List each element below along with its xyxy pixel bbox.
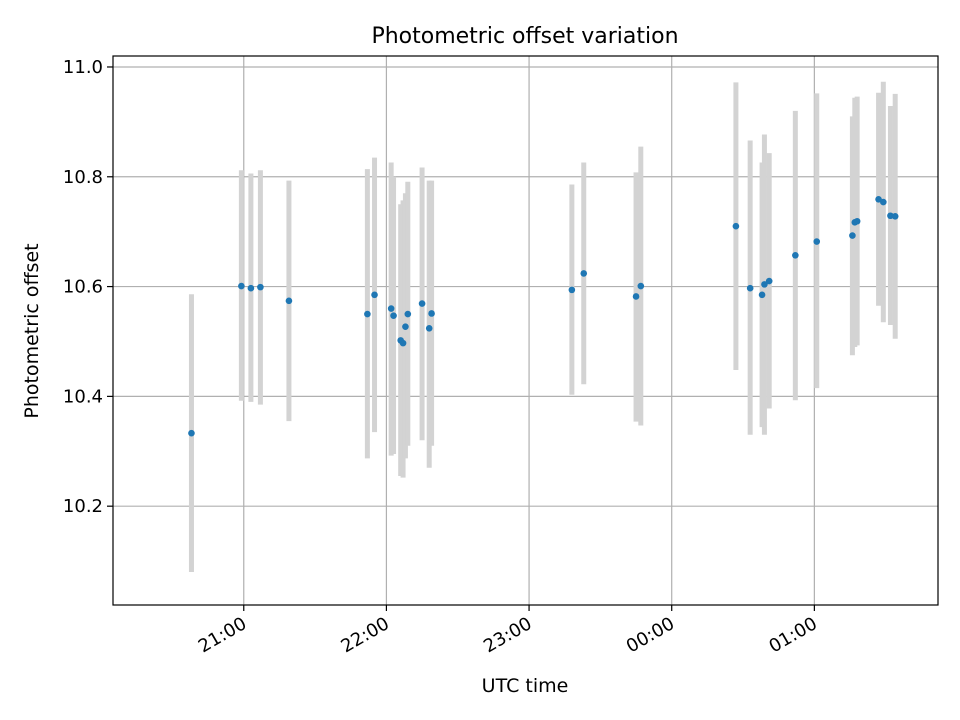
data-point <box>402 323 409 330</box>
y-tick-label: 11.0 <box>63 57 103 78</box>
data-point <box>891 213 899 220</box>
data-point <box>257 283 264 291</box>
data-point <box>761 281 768 288</box>
data-point <box>580 270 588 277</box>
data-point <box>371 291 378 299</box>
y-tick-label: 10.8 <box>63 167 103 188</box>
data-point <box>188 429 195 437</box>
data-point <box>425 325 433 332</box>
data-point <box>758 291 766 299</box>
data-point <box>387 305 395 312</box>
data-point <box>746 284 754 292</box>
data-points <box>188 195 899 437</box>
data-point <box>792 251 799 259</box>
y-tick-label: 10.2 <box>63 496 103 517</box>
data-point <box>404 310 412 318</box>
data-point <box>238 282 245 290</box>
y-tick-label: 10.6 <box>63 277 103 298</box>
x-axis-label: UTC time <box>482 675 569 697</box>
plot-frame <box>112 55 939 606</box>
data-point <box>637 282 645 290</box>
data-point <box>849 232 856 239</box>
data-point <box>247 284 255 292</box>
data-point <box>285 297 293 305</box>
data-point <box>732 222 740 230</box>
data-point <box>418 300 426 307</box>
data-point <box>765 277 773 285</box>
data-point <box>364 310 371 318</box>
data-point <box>853 217 861 225</box>
data-point <box>632 293 640 300</box>
chart-title: Photometric offset variation <box>371 24 678 49</box>
data-point <box>568 286 576 294</box>
data-point <box>813 238 821 245</box>
y-axis-ticks: 10.2 10.4 10.6 10.8 11.0 <box>63 57 113 517</box>
data-point <box>390 312 397 319</box>
data-point <box>880 198 887 206</box>
y-tick-label: 10.4 <box>63 386 103 407</box>
y-axis-label: Photometric offset <box>21 243 43 418</box>
data-point <box>428 310 435 317</box>
data-point <box>399 339 407 347</box>
